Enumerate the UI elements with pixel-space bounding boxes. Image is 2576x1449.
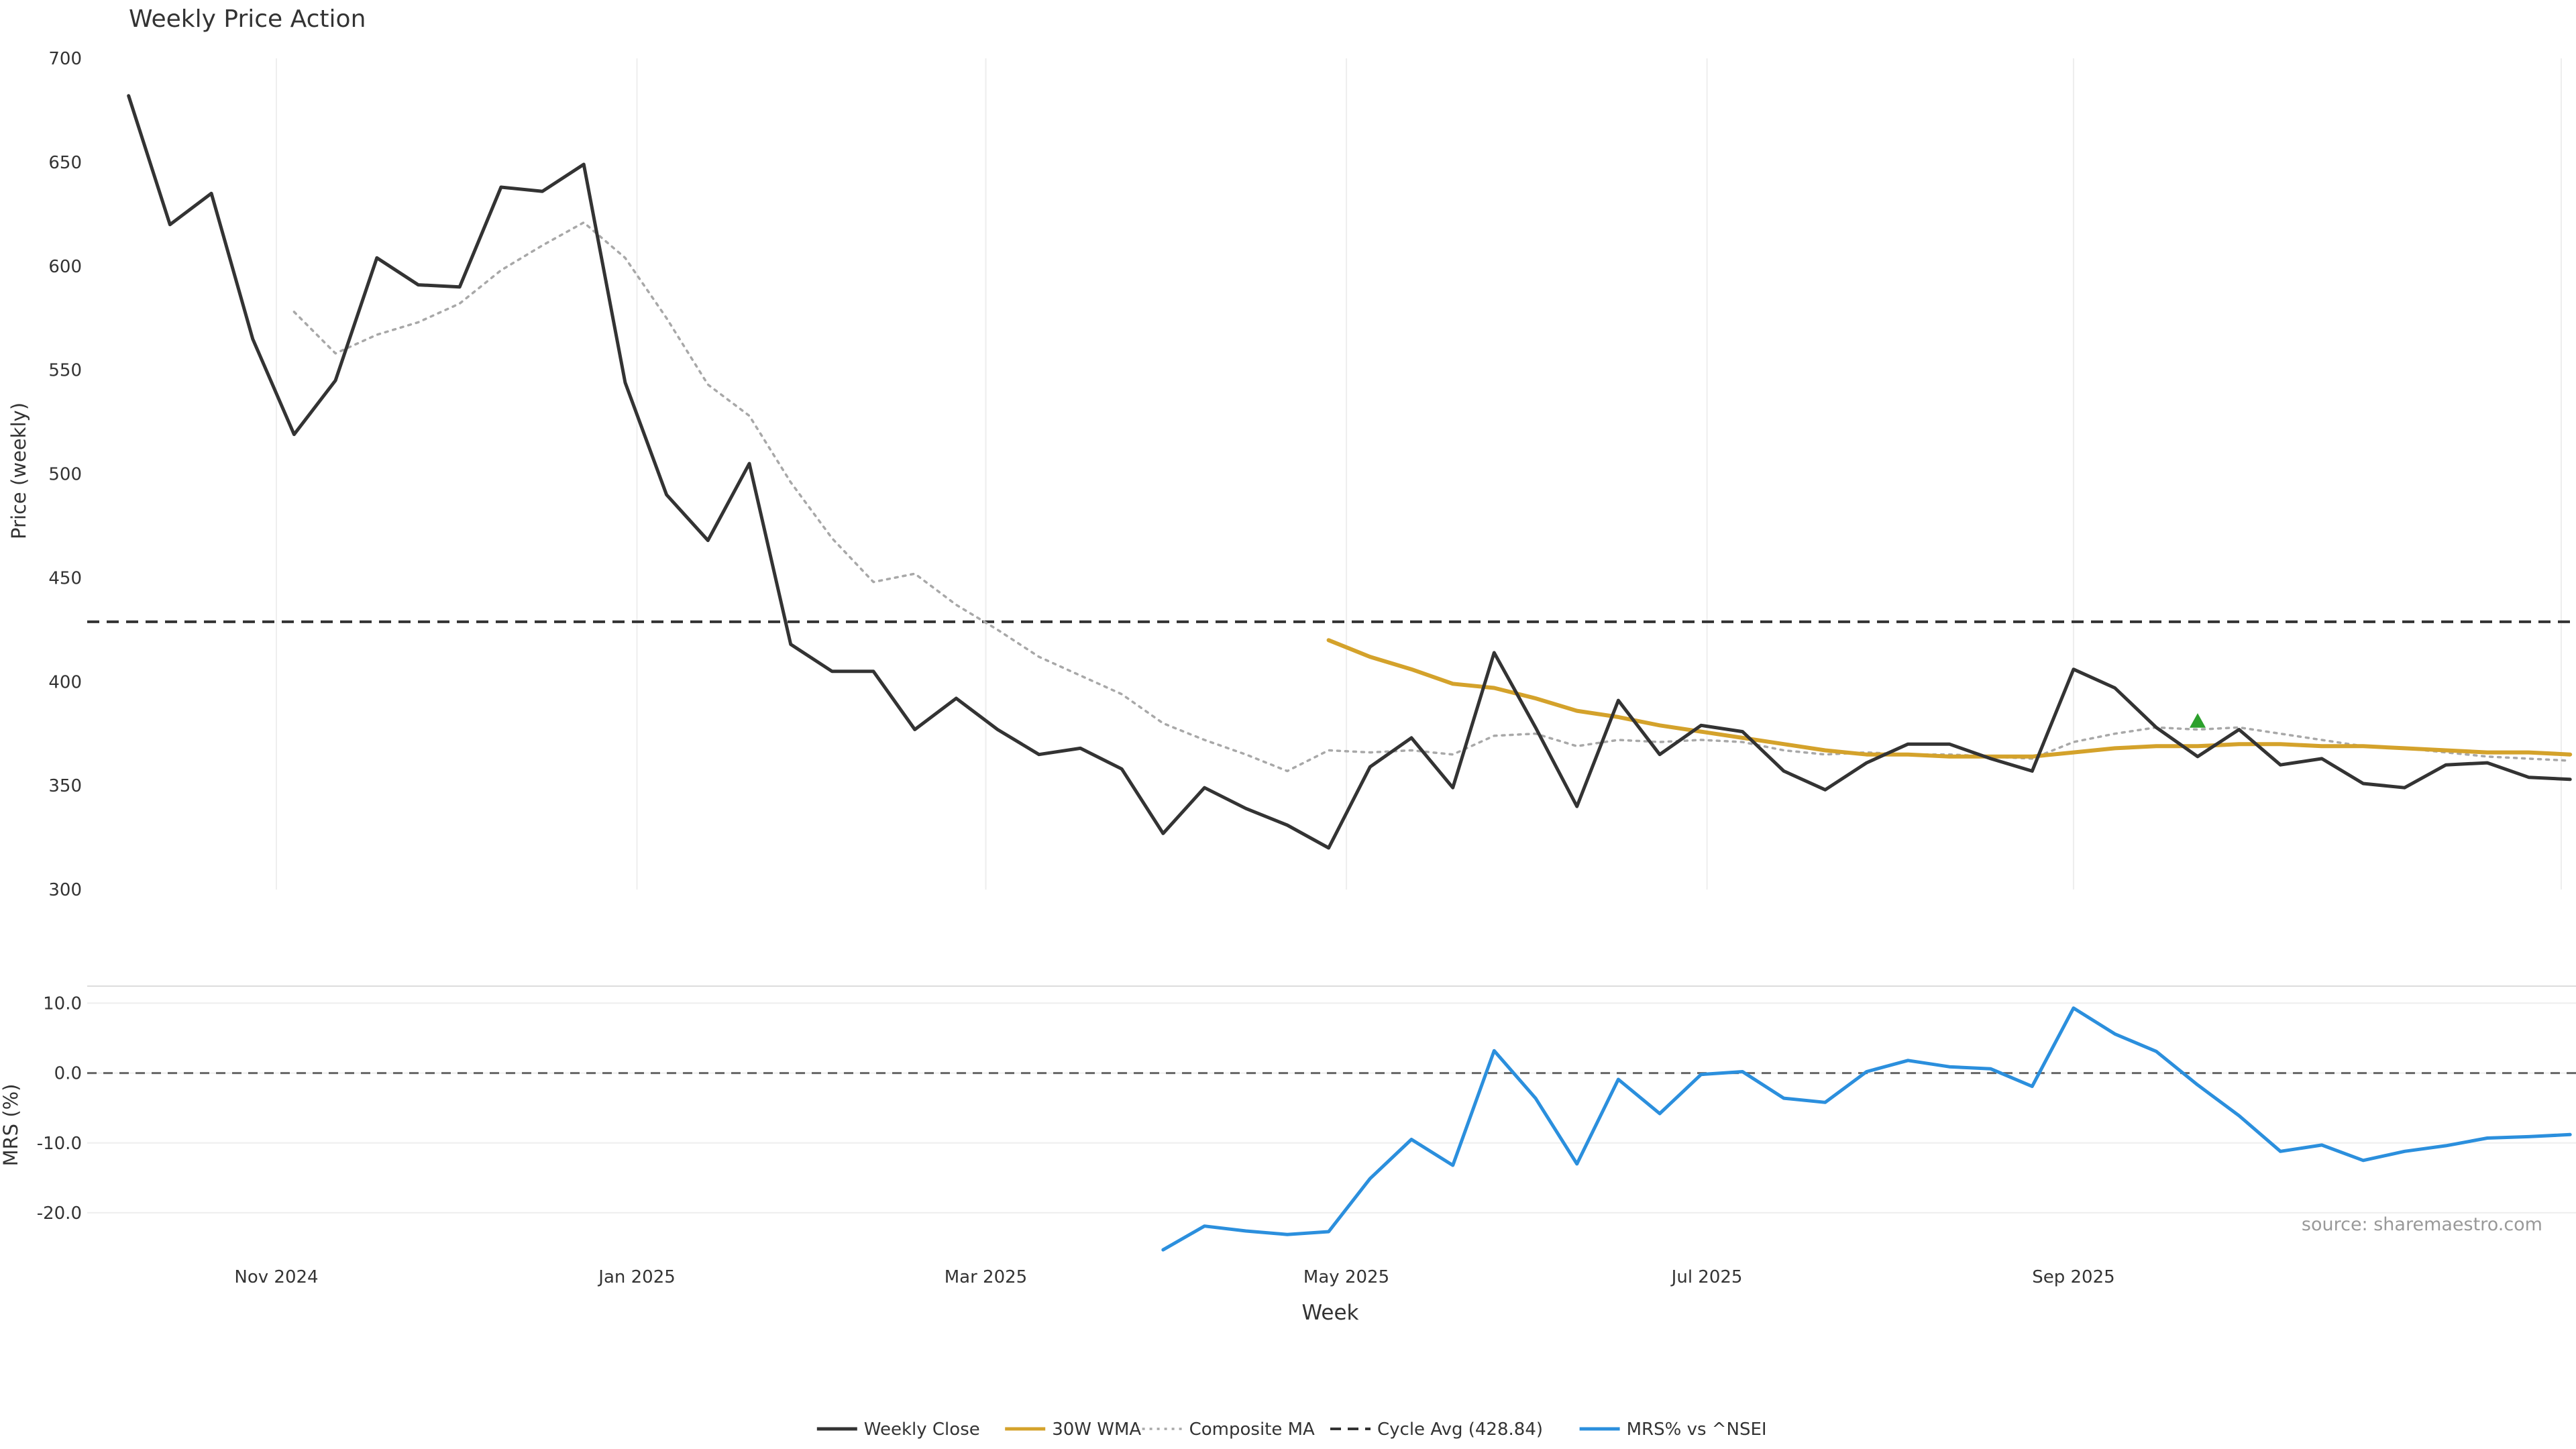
legend: Weekly Close 30W WMA Composite MA Cycle Avg… — [816, 1419, 1767, 1440]
legend-item-cycle-avg-428-84: Cycle Avg (428.84) — [1330, 1419, 1543, 1440]
legend-label-composite-ma: Composite MA — [1189, 1419, 1315, 1440]
price-y-tick-550: 550 — [48, 361, 82, 381]
legend-item-weekly-close: Weekly Close — [816, 1419, 980, 1440]
legend-item-30w-wma: 30W WMA — [1005, 1419, 1141, 1440]
price-markers — [2190, 713, 2206, 728]
x-tick-mar-2025: Mar 2025 — [945, 1267, 1028, 1287]
price-panel: 300 350 400 450 500 550 600 650 700 Price (weekl… — [7, 49, 2576, 900]
price-y-tick-400: 400 — [48, 672, 82, 692]
legend-item-mrs-vs-nsei: MRS% vs ^NSEI — [1579, 1419, 1767, 1440]
price-y-tick-700: 700 — [48, 49, 82, 69]
mrs-y-axis-label: MRS (%) — [0, 1084, 22, 1167]
price-y-tick-350: 350 — [48, 776, 82, 796]
x-tick-may-2025: May 2025 — [1303, 1267, 1389, 1287]
price-y-tick-650: 650 — [48, 153, 82, 173]
legend-label-30w-wma: 30W WMA — [1052, 1419, 1141, 1440]
legend-label-mrs-vs-nsei: MRS% vs ^NSEI — [1627, 1419, 1767, 1440]
chart-title: Weekly Price Action — [129, 5, 366, 33]
price-y-tick-300: 300 — [48, 880, 82, 900]
mrs-series-group — [1161, 1006, 2572, 1252]
x-tick-nov-2024: Nov 2024 — [234, 1267, 318, 1287]
series-weekly-close — [127, 94, 2572, 850]
x-axis-label: Week — [1302, 1301, 1359, 1325]
x-tick-jul-2025: Jul 2025 — [1670, 1267, 1743, 1287]
series-composite-ma — [292, 221, 2571, 773]
price-y-tick-500: 500 — [48, 465, 82, 485]
price-series-group — [127, 94, 2573, 850]
mrs-y-tick-10-0: -10.0 — [37, 1134, 82, 1154]
series-mrs-vs-nsei — [1161, 1006, 2572, 1252]
x-tick-jan-2025: Jan 2025 — [597, 1267, 676, 1287]
series-30w-wma — [1326, 638, 2573, 759]
mrs-gridlines — [87, 1002, 2576, 1214]
mrs-y-tick-0-0: 0.0 — [54, 1064, 82, 1084]
legend-label-cycle-avg-428-84: Cycle Avg (428.84) — [1377, 1419, 1543, 1440]
x-tick-sep-2025: Sep 2025 — [2032, 1267, 2114, 1287]
mrs-y-tick-20-0: -20.0 — [37, 1203, 82, 1224]
mrs-panel: 10.0 0.0 -10.0 -20.0 MRS (%) — [0, 985, 2576, 1252]
legend-item-composite-ma: Composite MA — [1142, 1419, 1315, 1440]
mrs-y-tick-10-0: 10.0 — [43, 994, 82, 1014]
price-y-tick-600: 600 — [48, 257, 82, 277]
price-gridlines — [275, 58, 2562, 890]
legend-label-weekly-close: Weekly Close — [864, 1419, 980, 1440]
source-note: source: sharemaestro.com — [2302, 1214, 2542, 1235]
price-y-tick-450: 450 — [48, 568, 82, 588]
price-y-tick-labels: 300 350 400 450 500 550 600 650 700 — [48, 49, 82, 900]
x-tick-labels: Nov 2024 Jan 2025 Mar 2025 May 2025 Jul 2025… — [234, 1267, 2114, 1287]
price-y-axis-label: Price (weekly) — [7, 402, 30, 539]
mrs-y-tick-labels: 10.0 0.0 -10.0 -20.0 — [37, 994, 82, 1224]
signal-marker-0 — [2190, 713, 2206, 728]
